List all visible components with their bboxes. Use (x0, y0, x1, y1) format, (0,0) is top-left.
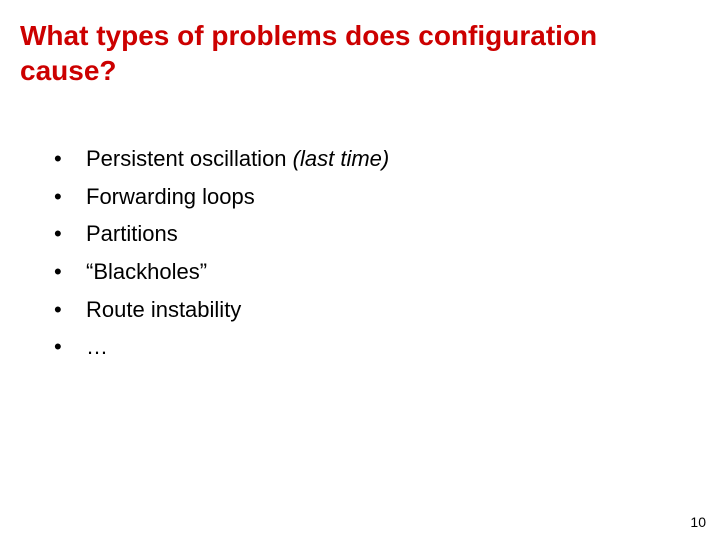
bullet-text-plain: … (86, 334, 108, 359)
bullet-text: Forwarding loops (86, 182, 255, 212)
bullet-dot-icon: • (54, 221, 86, 247)
bullet-text-plain: Partitions (86, 221, 178, 246)
bullet-text-plain: “Blackholes” (86, 259, 207, 284)
list-item: • “Blackholes” (54, 257, 700, 287)
bullet-text: Persistent oscillation (last time) (86, 144, 389, 174)
bullet-dot-icon: • (54, 334, 86, 360)
bullet-dot-icon: • (54, 146, 86, 172)
list-item: • Persistent oscillation (last time) (54, 144, 700, 174)
bullet-text: Route instability (86, 295, 241, 325)
bullet-text-plain: Route instability (86, 297, 241, 322)
bullet-text-plain: Forwarding loops (86, 184, 255, 209)
slide-title: What types of problems does configuratio… (20, 18, 700, 88)
slide-container: What types of problems does configuratio… (0, 0, 720, 540)
bullet-dot-icon: • (54, 297, 86, 323)
page-number: 10 (690, 514, 706, 530)
bullet-list: • Persistent oscillation (last time) • F… (20, 144, 700, 362)
bullet-text: “Blackholes” (86, 257, 207, 287)
bullet-dot-icon: • (54, 184, 86, 210)
list-item: • Forwarding loops (54, 182, 700, 212)
bullet-text-italic: (last time) (293, 146, 390, 171)
list-item: • Route instability (54, 295, 700, 325)
list-item: • Partitions (54, 219, 700, 249)
bullet-text: … (86, 332, 108, 362)
bullet-dot-icon: • (54, 259, 86, 285)
bullet-text: Partitions (86, 219, 178, 249)
bullet-text-plain: Persistent oscillation (86, 146, 293, 171)
list-item: • … (54, 332, 700, 362)
